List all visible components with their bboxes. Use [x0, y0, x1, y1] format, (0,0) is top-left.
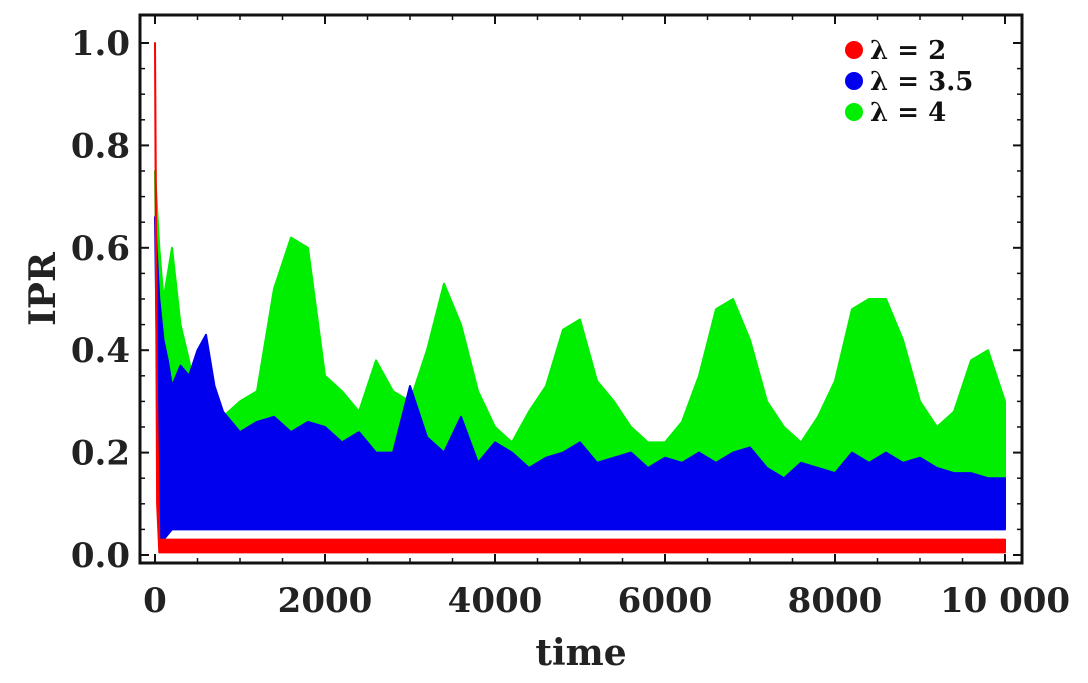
y-tick-label: 1.0 — [71, 24, 130, 64]
x-tick-label: 0 — [143, 581, 167, 621]
series-band-0 — [154, 42, 1006, 554]
y-tick-label: 0.0 — [71, 536, 130, 576]
x-tick-label: 4000 — [448, 581, 543, 621]
y-axis-title: IPR — [22, 251, 64, 326]
x-tick-label: 2000 — [278, 581, 373, 621]
legend-marker-1 — [845, 72, 863, 90]
series-band-1 — [154, 216, 1006, 546]
legend-marker-0 — [845, 41, 863, 59]
legend-label-2: λ = 4 — [870, 98, 946, 128]
x-tick-label: 10 000 — [940, 581, 1070, 621]
y-tick-label: 0.2 — [71, 434, 130, 474]
series-layer — [154, 42, 1006, 554]
x-tick-label: 8000 — [788, 581, 883, 621]
tick-labels-layer: 0 2000 4000 6000 8000 10 000 0.0 0.2 0.4 0.6 0.8 1.… — [71, 24, 1070, 621]
x-axis-title: time — [535, 632, 626, 674]
ticks-layer — [140, 15, 1022, 563]
legend: λ = 2λ = 3.5λ = 4 — [845, 36, 973, 128]
x-tick-label: 6000 — [618, 581, 713, 621]
y-tick-label: 0.8 — [71, 126, 130, 166]
plot-frame — [138, 13, 1024, 565]
y-tick-label: 0.4 — [71, 331, 130, 371]
legend-marker-2 — [845, 103, 863, 121]
legend-label-0: λ = 2 — [870, 36, 946, 66]
legend-label-1: λ = 3.5 — [870, 67, 973, 97]
y-tick-label: 0.6 — [71, 229, 130, 269]
